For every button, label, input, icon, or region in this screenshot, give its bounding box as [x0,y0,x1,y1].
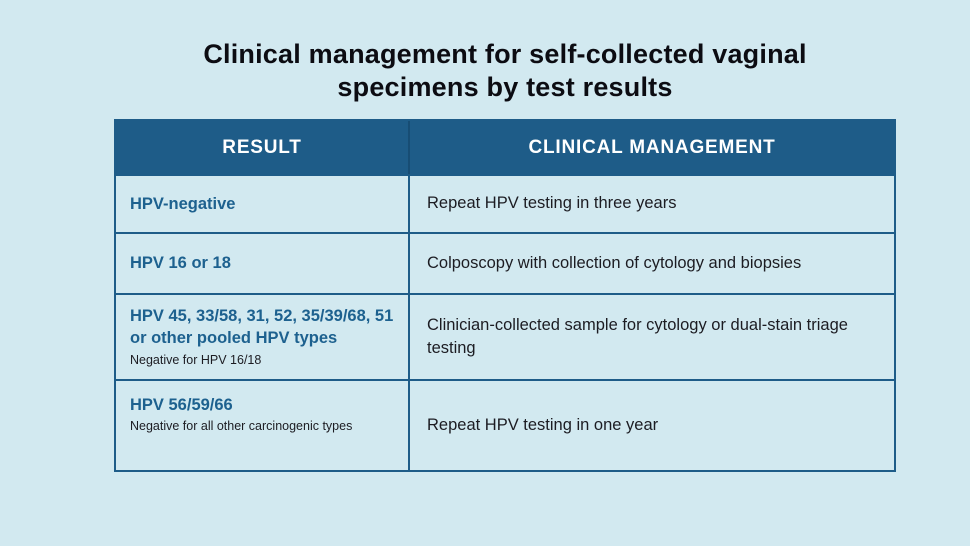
result-cell: HPV 45, 33/58, 31, 52, 35/39/68, 51 or o… [116,295,410,379]
content-column: Clinical management for self-collected v… [114,0,896,472]
table-row: HPV-negative Repeat HPV testing in three… [116,176,894,234]
management-cell: Repeat HPV testing in one year [410,381,894,470]
result-cell: HPV-negative [116,176,410,232]
management-text: Repeat HPV testing in three years [427,194,677,213]
result-note: Negative for HPV 16/18 [130,352,262,367]
header-clinical-management: CLINICAL MANAGEMENT [528,136,776,158]
header-result: RESULT [116,121,410,174]
result-cell: HPV 16 or 18 [116,234,410,293]
management-cell: Repeat HPV testing in three years [410,176,894,232]
result-label: HPV 16 or 18 [130,254,231,273]
table-header-row: RESULT CLINICAL MANAGEMENT [116,121,894,176]
table-row: HPV 16 or 18 Colposcopy with collection … [116,234,894,295]
results-table: RESULT CLINICAL MANAGEMENT HPV-negative … [114,119,896,472]
result-cell: HPV 56/59/66 Negative for all other carc… [116,381,410,470]
result-note: Negative for all other carcinogenic type… [130,419,353,434]
result-label: HPV 45, 33/58, 31, 52, 35/39/68, 51 or o… [130,306,394,348]
management-text: Clinician-collected sample for cytology … [427,315,848,357]
page-title: Clinical management for self-collected v… [203,39,807,102]
management-text: Colposcopy with collection of cytology a… [427,253,802,272]
management-text: Repeat HPV testing in one year [427,415,659,434]
result-label: HPV 56/59/66 [130,396,233,414]
management-cell: Clinician-collected sample for cytology … [410,295,894,379]
table-row: HPV 45, 33/58, 31, 52, 35/39/68, 51 or o… [116,295,894,381]
result-label: HPV-negative [130,194,236,213]
management-cell: Colposcopy with collection of cytology a… [410,234,894,293]
table-row: HPV 56/59/66 Negative for all other carc… [116,381,894,470]
